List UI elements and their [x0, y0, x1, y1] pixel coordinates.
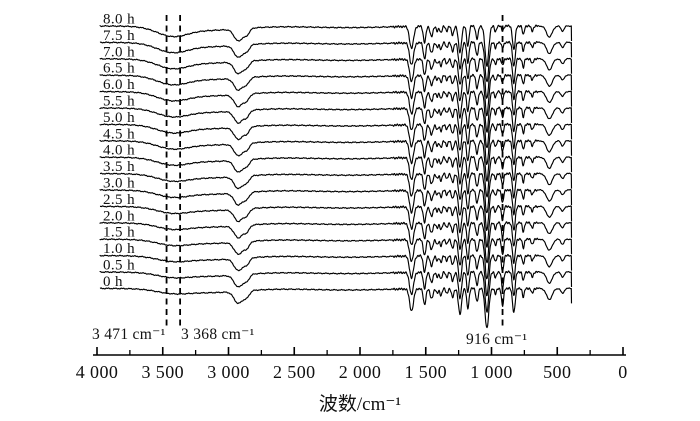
spectrum-curve-6.0h — [99, 90, 573, 133]
annotation-916: 916 cm⁻¹ — [466, 331, 528, 348]
x-tick-label: 500 — [543, 362, 571, 382]
series-label-3.5h: 3.5 h — [103, 159, 135, 175]
series-label-4.0h: 4.0 h — [103, 143, 135, 159]
series-label-5.5h: 5.5 h — [103, 94, 135, 110]
x-tick-label: 0 — [618, 362, 627, 382]
series-label-4.5h: 4.5 h — [103, 126, 135, 142]
spectrum-curve-0h — [99, 286, 573, 329]
series-label-3.0h: 3.0 h — [103, 176, 135, 192]
x-tick-label: 2 500 — [273, 362, 316, 382]
series-label-7.0h: 7.0 h — [103, 44, 135, 60]
spectrum-curve-7.0h — [99, 57, 573, 99]
x-tick-label: 1 500 — [405, 362, 448, 382]
series-label-1.0h: 1.0 h — [103, 241, 135, 257]
spectrum-curve-8.0h — [99, 24, 573, 67]
series-label-2.5h: 2.5 h — [103, 192, 135, 208]
series-label-8.0h: 8.0 h — [103, 12, 135, 28]
spectrum-curve-5.0h — [99, 122, 573, 165]
spectrum-curve-3.0h — [99, 188, 573, 231]
x-tick-label: 3 000 — [207, 362, 250, 382]
x-tick-label: 2 000 — [339, 362, 382, 382]
x-tick-label: 4 000 — [76, 362, 119, 382]
x-tick-label: 1 000 — [470, 362, 513, 382]
x-tick-label: 3 500 — [142, 362, 185, 382]
series-label-1.5h: 1.5 h — [103, 225, 135, 241]
series-label-2.0h: 2.0 h — [103, 208, 135, 224]
series-label-6.5h: 6.5 h — [103, 61, 135, 77]
series-label-6.0h: 6.0 h — [103, 77, 135, 93]
spectrum-curve-3.5h — [99, 172, 573, 214]
spectrum-curve-7.5h — [99, 40, 573, 83]
spectrum-curve-1.0h — [99, 253, 573, 297]
spectrum-curve-4.5h — [99, 139, 573, 182]
x-axis-title: 波数/cm⁻¹ — [318, 394, 402, 415]
spectrum-curve-0.5h — [99, 270, 573, 313]
series-label-5.0h: 5.0 h — [103, 110, 135, 126]
series-label-0h: 0 h — [103, 274, 123, 290]
series-label-7.5h: 7.5 h — [103, 28, 135, 44]
spectrum-curve-2.5h — [99, 204, 573, 248]
spectrum-curve-4.0h — [99, 155, 573, 198]
spectrum-curve-5.5h — [99, 106, 573, 149]
annotation-3368: 3 368 cm⁻¹ — [181, 326, 255, 343]
spectrum-curve-6.5h — [99, 73, 573, 117]
spectrum-curve-2.0h — [99, 221, 573, 264]
series-label-0.5h: 0.5 h — [103, 258, 135, 274]
annotation-3471: 3 471 cm⁻¹ — [92, 326, 166, 343]
spectrum-curve-1.5h — [99, 237, 573, 280]
